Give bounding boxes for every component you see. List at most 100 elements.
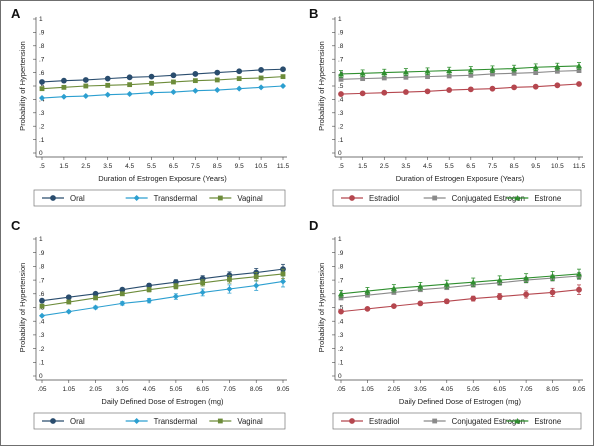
y-tick-label: .2 [338,346,344,353]
data-point [424,88,431,95]
y-tick-label: .7 [338,56,344,63]
data-point [338,91,344,97]
data-point [390,303,397,310]
legend-label: Estradiol [369,417,400,426]
y-tick-label: .8 [338,43,344,50]
series-line [41,280,284,317]
data-point [554,63,561,69]
series-line [41,268,284,302]
data-point [236,76,242,82]
x-tick-label: 11.5 [277,163,290,170]
legend-item: Estradiol [341,194,400,203]
data-point [258,75,264,81]
data-point [146,297,153,304]
y-tick-label: .1 [338,360,344,367]
x-tick-label: 2.5 [380,163,389,170]
data-point [523,275,530,281]
data-point [489,85,496,92]
y-axis-title: Probability of Hypertension [317,263,326,353]
y-tick-label: 0 [39,373,43,380]
legend-box [332,189,582,207]
legend-label: Vaginal [237,194,263,203]
data-point [199,289,206,296]
legend-box [33,189,286,207]
data-point [359,90,366,97]
data-point [532,64,539,70]
data-point [280,278,286,285]
x-tick-label: 5.05 [170,386,183,393]
x-tick-label: 1.05 [62,386,75,393]
data-point [214,69,221,76]
data-point [173,283,179,289]
y-axis-title: Probability of Hypertension [18,41,27,131]
data-point [338,295,344,301]
data-point [92,304,99,311]
data-point [511,70,517,76]
data-point [119,286,126,293]
x-tick-label: 4.5 [125,163,134,170]
legend-item: Oral [42,194,85,203]
series-vaginal [39,74,286,92]
data-point [364,305,371,312]
data-point [417,300,424,307]
data-point [390,285,397,291]
data-point [470,295,477,302]
legend-item: Estrone [506,417,561,426]
y-tick-label: .7 [338,277,344,284]
series-line [340,275,580,299]
y-axis-title: Probability of Hypertension [18,263,27,353]
y-tick-label: 1 [39,16,43,23]
x-tick-label: 7.5 [191,163,200,170]
data-point [417,283,424,289]
data-point [172,293,179,300]
data-point [126,74,133,81]
y-axis-title: Probability of Hypertension [317,41,326,131]
x-tick-label: 7.05 [223,386,236,393]
data-point [490,71,495,77]
x-axis-title: Duration of Estrogen Exposure (Years) [396,174,525,183]
x-tick-label: 5.05 [467,386,480,393]
data-point [338,70,344,77]
x-tick-label: 9.5 [531,163,540,170]
data-point [258,84,265,91]
x-tick-label: 11.5 [573,163,586,170]
y-tick-label: .8 [338,264,344,271]
x-tick-label: 8.05 [546,386,559,393]
data-point [280,271,286,277]
x-tick-label: 7.05 [520,386,533,393]
legend-item: Estrone [506,194,561,203]
x-axis-title: Duration of Estrogen Exposure (Years) [98,174,227,183]
data-point [576,270,582,277]
y-tick-label: .9 [39,250,45,257]
data-point [82,93,89,100]
x-tick-label: 1.5 [59,163,68,170]
x-tick-label: 5.5 [445,163,454,170]
legend: Oral Transdermal Vaginal [33,412,286,430]
y-tick-label: .7 [39,56,45,63]
y-tick-label: .9 [338,30,344,37]
y-tick-label: .2 [39,346,45,353]
data-point [424,68,431,74]
series-estrone [338,268,582,298]
y-tick-label: 0 [338,150,342,157]
legend: Estradiol Conjugated Estrogen Estrone [332,189,582,207]
x-tick-label: 6.05 [493,386,506,393]
y-tick-label: .3 [39,110,45,117]
x-tick-label: 9.5 [235,163,244,170]
y-tick-label: .2 [338,123,344,130]
x-tick-label: 2.5 [81,163,90,170]
legend-label: Oral [70,417,85,426]
data-point [359,70,366,76]
data-point [549,272,556,279]
y-tick-label: .6 [39,291,45,298]
data-point [523,291,530,298]
x-tick-label: 10.5 [255,163,268,170]
data-point [360,76,366,82]
legend-marker [50,195,56,201]
data-point [258,67,264,73]
x-tick-label: 2.05 [388,386,401,393]
legend-label: Estradiol [369,194,400,203]
data-point [576,286,582,293]
data-point [425,74,430,80]
